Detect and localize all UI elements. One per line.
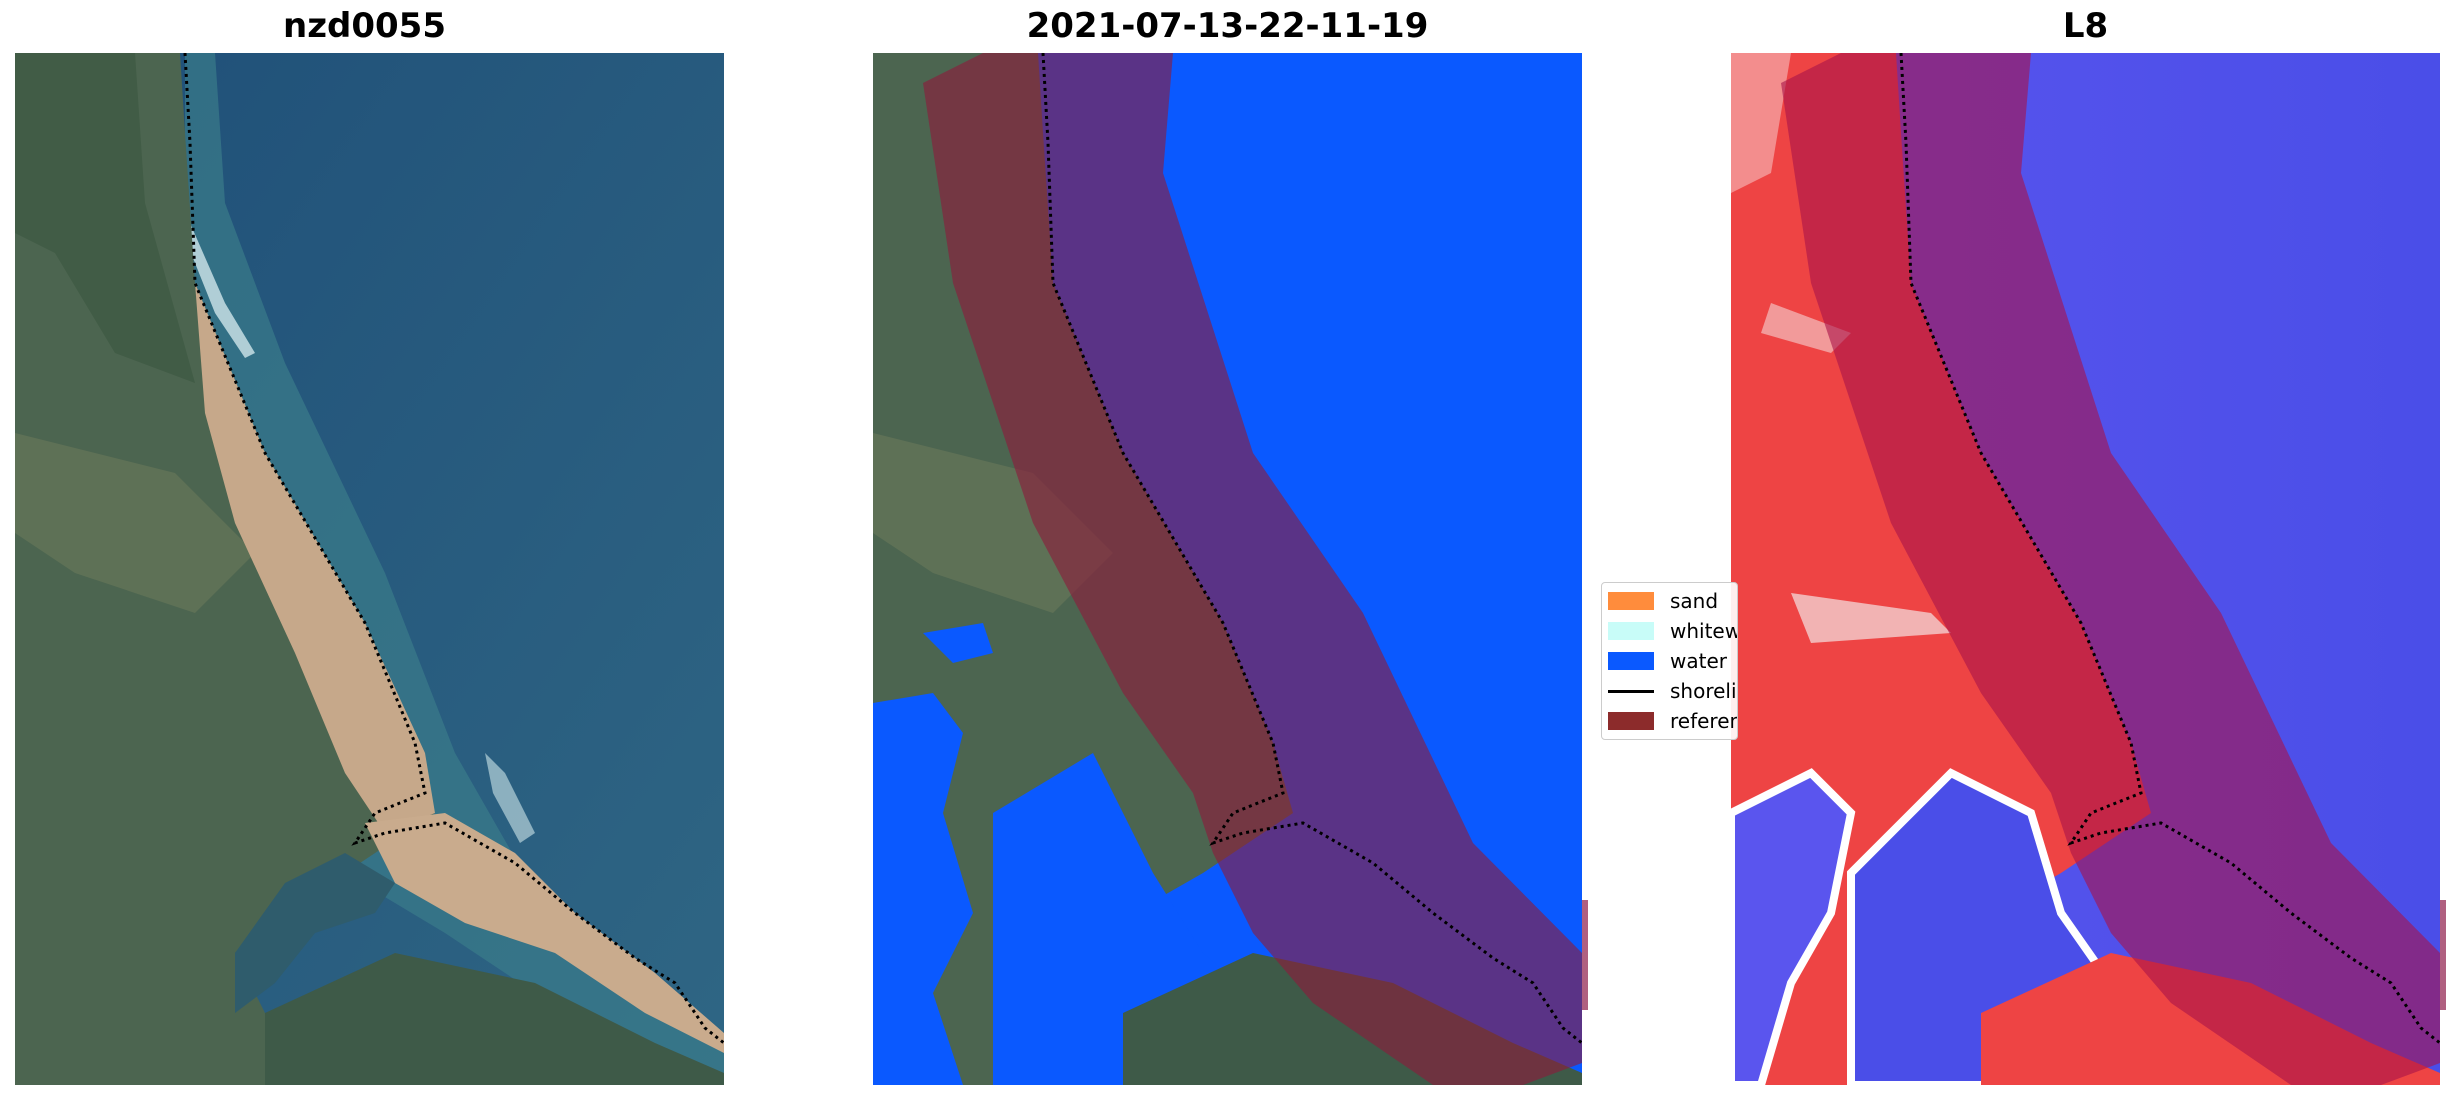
- panel-title-rgb: nzd0055: [283, 6, 446, 46]
- sand-swatch: [1608, 592, 1654, 610]
- overflow-edge-mark-classified: [1582, 900, 1588, 1010]
- legend-item-reference: reference: [1608, 707, 1737, 735]
- legend-item-shoreline: shoreline: [1608, 677, 1737, 705]
- index-image-panel: [1731, 53, 2440, 1085]
- legend-label: shoreline: [1670, 679, 1737, 703]
- panel-title-index: L8: [2062, 6, 2109, 46]
- legend-item-water: water: [1608, 647, 1727, 675]
- rgb-image-panel: [15, 53, 724, 1085]
- shoreline-line-swatch: [1608, 689, 1654, 693]
- water-swatch: [1608, 652, 1654, 670]
- overflow-edge-mark-index: [2440, 900, 2446, 1010]
- whitewater-swatch: [1608, 622, 1654, 640]
- panel-title-classified: 2021-07-13-22-11-19: [1026, 6, 1429, 46]
- index-image: [1731, 53, 2440, 1085]
- classified-image-panel: [873, 53, 1582, 1085]
- rgb-image: [15, 53, 724, 1085]
- legend-label: reference: [1670, 709, 1737, 733]
- legend-item-sand: sand: [1608, 587, 1718, 615]
- legend-label: sand: [1670, 589, 1719, 613]
- classified-image: [873, 53, 1582, 1085]
- legend-label: water: [1670, 649, 1727, 673]
- reference-swatch: [1608, 712, 1654, 730]
